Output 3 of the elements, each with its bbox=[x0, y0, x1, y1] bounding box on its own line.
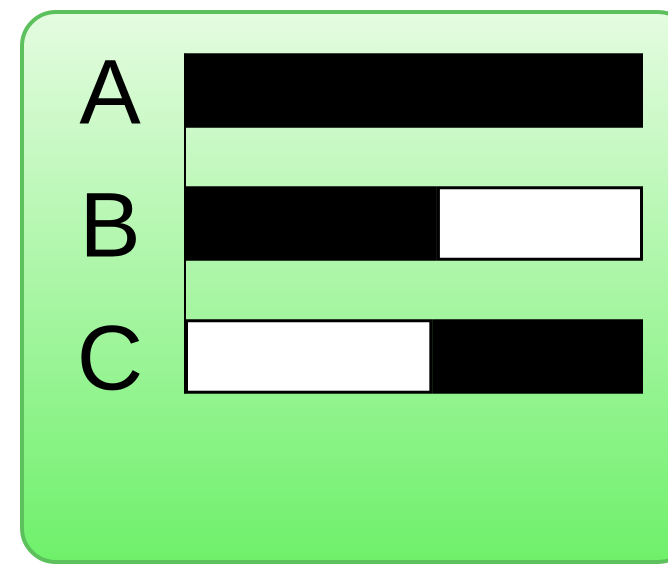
y-tick-label: B bbox=[79, 174, 141, 277]
y-tick-label: C bbox=[76, 308, 144, 410]
y-tick-label: A bbox=[79, 42, 142, 144]
